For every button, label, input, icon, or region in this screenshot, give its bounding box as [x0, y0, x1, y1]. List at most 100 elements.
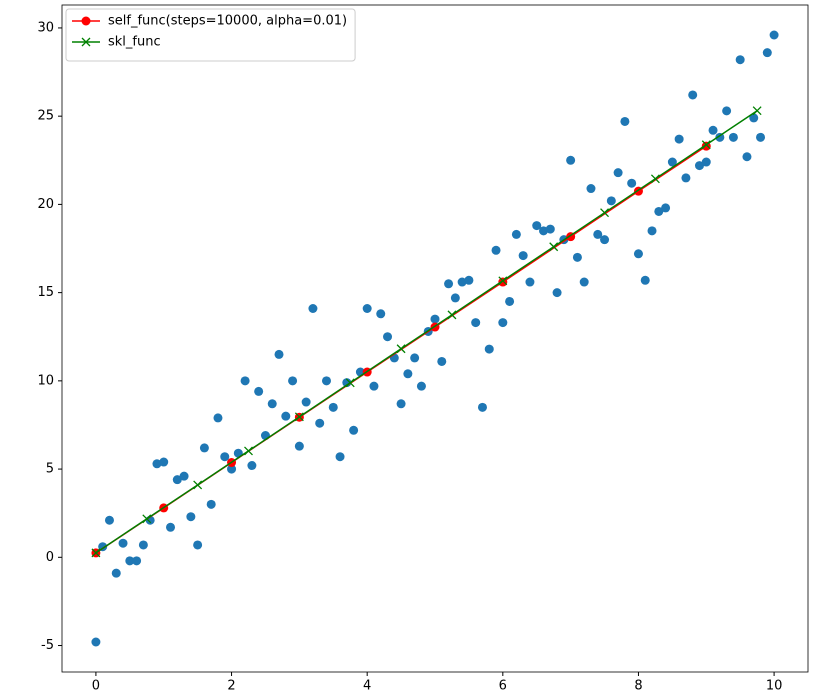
scatter-point — [152, 459, 162, 469]
line-marker — [193, 480, 203, 490]
scatter-point — [308, 304, 318, 314]
line-marker — [244, 446, 253, 456]
scatter-point — [769, 30, 779, 40]
scatter-point — [545, 224, 555, 234]
x-tick-label: 6 — [499, 679, 507, 694]
scatter-point — [586, 184, 596, 194]
y-tick-label: 0 — [46, 550, 54, 565]
scatter-point — [227, 464, 237, 474]
scatter-point — [294, 441, 304, 451]
x-tick-label: 8 — [634, 679, 642, 694]
scatter-point — [477, 402, 487, 412]
y-tick-label: 15 — [37, 285, 54, 300]
scatter-point — [647, 226, 657, 236]
legend-box — [65, 8, 356, 62]
scatter-point — [172, 475, 182, 485]
x-tick-label: 0 — [92, 679, 100, 694]
scatter-point — [281, 411, 291, 421]
plot-frame — [61, 4, 809, 673]
line-marker — [600, 208, 610, 218]
scatter-point — [118, 538, 128, 548]
scatter-point — [335, 452, 345, 462]
scatter-point — [742, 152, 752, 162]
scatter-point — [708, 125, 718, 135]
legend-marker — [81, 37, 91, 47]
scatter-point — [539, 226, 549, 236]
scatter-point — [518, 251, 528, 261]
scatter-point — [274, 349, 284, 359]
x-tick-label: 10 — [766, 679, 783, 694]
scatter-point — [606, 196, 616, 206]
scatter-point — [328, 402, 338, 412]
scatter-point — [267, 399, 277, 409]
scatter-point — [254, 386, 264, 396]
scatter-point — [159, 457, 169, 467]
scatter-point — [376, 309, 386, 319]
scatter-point — [525, 277, 535, 287]
y-tick-label: 10 — [37, 373, 54, 388]
scatter-point — [471, 318, 481, 328]
scatter-point — [756, 132, 766, 142]
scatter-point — [579, 277, 589, 287]
scatter-point — [362, 304, 372, 314]
scatter-point — [762, 48, 772, 58]
scatter-point — [627, 178, 637, 188]
scatter-point — [430, 314, 440, 324]
y-tick-label: 30 — [37, 20, 54, 35]
scatter-point — [213, 413, 223, 423]
scatter-point — [220, 452, 230, 462]
scatter-point — [349, 425, 359, 435]
scatter-point — [681, 173, 691, 183]
line-marker — [650, 174, 660, 184]
scatter-point — [600, 235, 610, 245]
legend-label: skl_func — [108, 35, 161, 50]
scatter-point — [444, 279, 454, 289]
y-tick-label: -5 — [41, 638, 54, 653]
legend: self_func(steps=10000, alpha=0.01) skl_fu… — [65, 8, 356, 62]
line-marker — [396, 344, 406, 354]
scatter-point — [111, 568, 121, 578]
scatter-point — [484, 344, 494, 354]
scatter-point — [301, 397, 311, 407]
scatter-point — [654, 206, 664, 216]
scatter-point — [247, 461, 257, 471]
line-marker — [549, 242, 559, 252]
scatter-point — [206, 499, 216, 509]
scatter-point — [491, 245, 501, 255]
scatter-point — [715, 132, 725, 142]
scatter-point — [620, 116, 630, 126]
scatter-point — [633, 249, 643, 259]
scatter-point — [566, 155, 576, 165]
line-marker — [345, 378, 355, 388]
scatter-point — [179, 471, 189, 481]
scatter-point — [749, 113, 759, 123]
scatter-point — [505, 296, 515, 306]
scatter-point — [688, 90, 698, 100]
legend-label: self_func(steps=10000, alpha=0.01) — [108, 14, 347, 29]
line — [95, 110, 758, 554]
legend-marker — [81, 16, 91, 26]
scatter-point — [722, 106, 732, 116]
scatter-point — [410, 353, 420, 363]
scatter-point — [498, 318, 508, 328]
scatter-point — [315, 418, 325, 428]
scatter-point — [593, 229, 603, 239]
scatter-point — [613, 168, 623, 178]
scatter-point — [437, 356, 447, 366]
y-tick-label: 20 — [37, 197, 54, 212]
scatter-point — [321, 376, 331, 386]
scatter-point — [735, 55, 745, 65]
scatter-point — [728, 132, 738, 142]
scatter-point — [132, 556, 142, 566]
scatter-point — [416, 381, 426, 391]
line-marker — [294, 412, 304, 422]
y-tick-label: 5 — [46, 462, 54, 477]
x-tick-label: 4 — [363, 679, 371, 694]
scatter-point — [166, 522, 176, 532]
line-marker — [752, 106, 762, 116]
scatter-point — [240, 376, 250, 386]
scatter-point — [369, 381, 379, 391]
scatter-point — [457, 277, 467, 287]
line-marker — [701, 140, 711, 150]
